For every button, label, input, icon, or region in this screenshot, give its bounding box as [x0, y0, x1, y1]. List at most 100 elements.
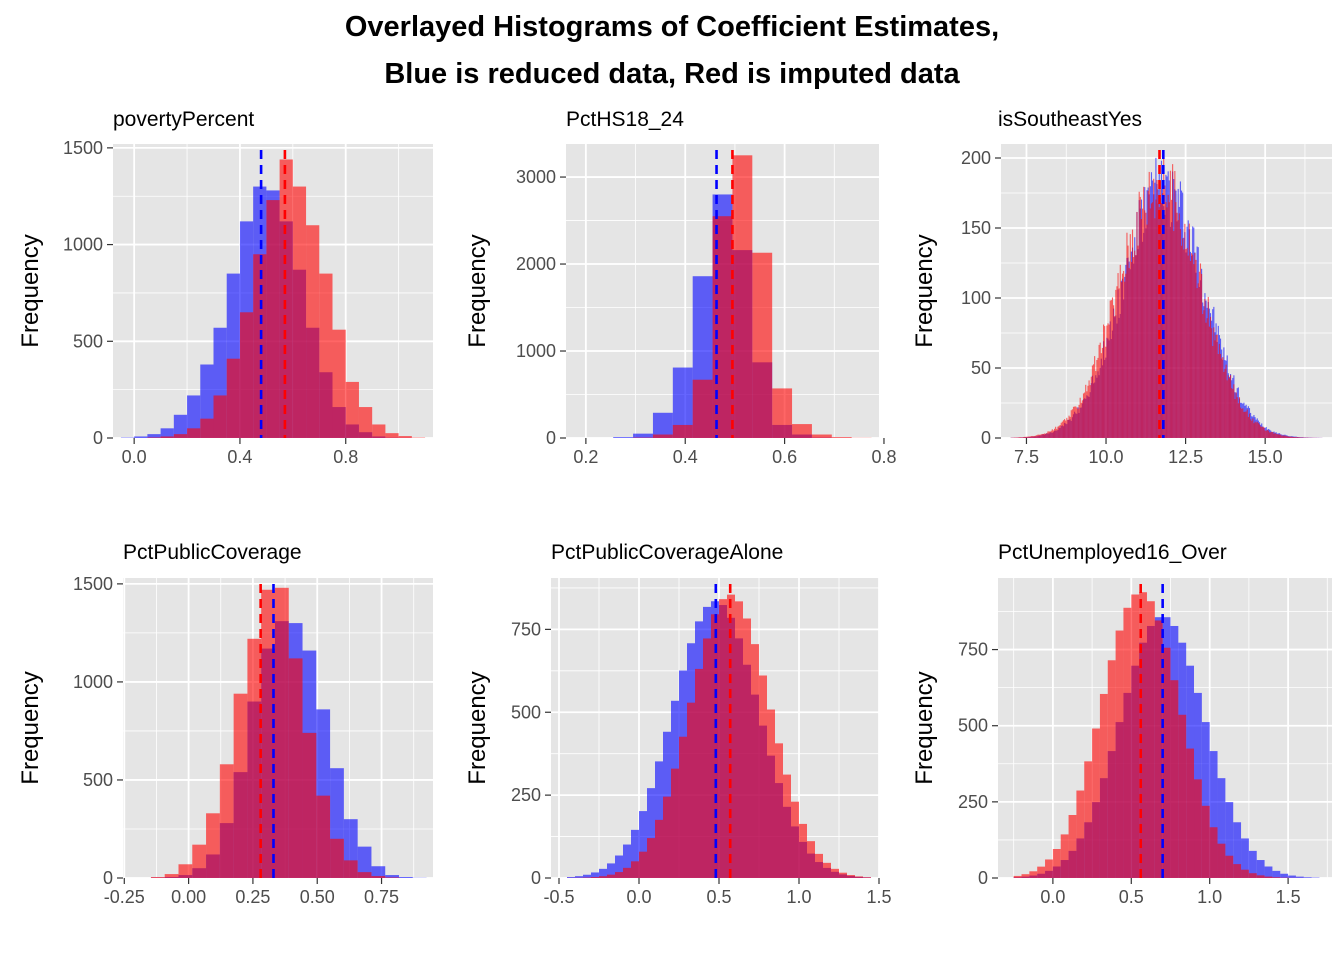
histogram-bar — [1240, 407, 1242, 438]
panel-title: PctPublicCoverage — [123, 541, 302, 564]
histogram-bar — [1179, 229, 1181, 438]
histogram-bar — [672, 367, 693, 438]
x-tick-label: 0.0 — [626, 887, 651, 907]
histogram-bar — [647, 838, 655, 878]
histogram-bar — [1123, 607, 1132, 878]
histogram-bar — [1110, 300, 1112, 438]
histogram-bar — [1170, 680, 1179, 878]
histogram-bar — [1037, 866, 1046, 878]
series-imputed — [633, 155, 872, 439]
histogram-bar — [1227, 375, 1229, 438]
histogram-bar — [1077, 408, 1079, 438]
histogram-bar — [1139, 196, 1141, 438]
histogram-bar — [1072, 406, 1075, 438]
panel-title: PctHS18_24 — [566, 108, 684, 131]
histogram-bar — [1233, 384, 1235, 438]
histogram-bar — [1178, 714, 1187, 878]
histogram-bar — [1235, 392, 1237, 438]
panel-pctunemployed16-over: 0.0 0.5 1.0 1.5 0 250 500 750 PctUnemployed16_Ov… — [911, 541, 1332, 907]
histogram-bar — [357, 872, 372, 878]
histogram-bar — [1209, 751, 1218, 878]
histogram-bar — [306, 225, 320, 438]
histogram-bar — [261, 589, 275, 878]
figure-title-line2: Blue is reduced data, Red is imputed dat… — [384, 58, 960, 90]
histogram-bar — [759, 675, 767, 878]
histogram-bar — [1100, 353, 1102, 438]
y-tick-label: 100 — [961, 288, 991, 308]
histogram-bar — [1030, 436, 1032, 438]
histogram-bar — [358, 407, 373, 438]
histogram-bar — [1256, 875, 1265, 878]
histogram-bar — [1145, 212, 1147, 438]
histogram-bar — [1107, 323, 1109, 438]
histogram-bar — [1105, 346, 1107, 438]
histogram-bar — [1189, 260, 1192, 438]
histogram-bar — [1241, 408, 1243, 438]
histogram-bar — [663, 796, 671, 878]
histogram-bar — [863, 877, 871, 878]
histogram-bar — [1153, 178, 1155, 438]
histogram-bar — [1115, 630, 1124, 878]
histogram-bar — [1035, 435, 1037, 438]
histogram-bar — [1119, 264, 1121, 438]
histogram-bar — [1294, 437, 1296, 438]
histogram-bar — [591, 877, 599, 878]
histogram-bar — [1081, 400, 1083, 438]
histogram-bar — [772, 388, 793, 438]
histogram-bar — [1209, 316, 1212, 438]
y-tick-label: 0 — [93, 428, 103, 448]
x-tick-label: 1.0 — [786, 887, 811, 907]
histogram-bar — [1178, 213, 1180, 438]
histogram-bar — [1301, 437, 1303, 438]
histogram-bar — [633, 433, 653, 438]
histogram-bar — [1237, 403, 1239, 438]
histogram-bar — [1087, 385, 1089, 438]
histogram-bar — [1121, 273, 1124, 438]
histogram-bar — [1109, 300, 1111, 438]
histogram-bar — [735, 601, 743, 878]
y-axis-label: Frequency — [464, 671, 491, 784]
y-tick-label: 500 — [73, 331, 103, 351]
y-tick-label: 3000 — [516, 167, 556, 187]
histogram-bar — [1292, 436, 1294, 438]
histogram-bar — [1286, 436, 1288, 438]
histogram-bar — [1273, 433, 1275, 438]
histogram-bar — [1120, 282, 1122, 438]
y-axis-label: Frequency — [464, 234, 491, 347]
histogram-bar — [1233, 822, 1242, 878]
histogram-bar — [652, 434, 673, 438]
y-tick-label: 0 — [546, 428, 556, 448]
histogram-bar — [613, 437, 634, 438]
histogram-bar — [1162, 647, 1171, 878]
histogram-bar — [811, 434, 832, 438]
histogram-bar — [1016, 437, 1018, 438]
histogram-bar — [1157, 203, 1159, 438]
histogram-bar — [164, 874, 179, 878]
histogram-bar — [1274, 432, 1276, 438]
histogram-bar — [385, 875, 400, 878]
panel-title: PctPublicCoverageAlone — [551, 541, 783, 564]
x-tick-label: 1.5 — [866, 887, 891, 907]
histogram-bar — [1183, 249, 1185, 438]
histogram-bar — [372, 424, 386, 438]
histogram-bar — [1067, 419, 1069, 438]
histogram-bar — [1185, 249, 1187, 438]
histogram-bar — [1229, 375, 1232, 438]
histogram-bar — [1017, 437, 1019, 438]
histogram-bar — [831, 868, 839, 878]
histogram-bar — [1053, 428, 1056, 438]
histogram-bar — [1180, 245, 1183, 438]
histogram-bar — [1046, 433, 1048, 438]
histogram-bar — [1023, 436, 1026, 438]
histogram-bar — [1058, 425, 1060, 438]
histogram-bar — [1149, 208, 1151, 438]
histogram-bar — [1280, 434, 1282, 438]
x-tick-label: 0.5 — [1119, 887, 1144, 907]
histogram-bar — [1207, 296, 1209, 438]
histogram-bar — [1166, 207, 1168, 438]
histogram-bar — [1051, 429, 1053, 438]
histogram-bar — [1113, 305, 1115, 438]
histogram-bar — [791, 801, 799, 878]
histogram-bar — [343, 860, 358, 878]
